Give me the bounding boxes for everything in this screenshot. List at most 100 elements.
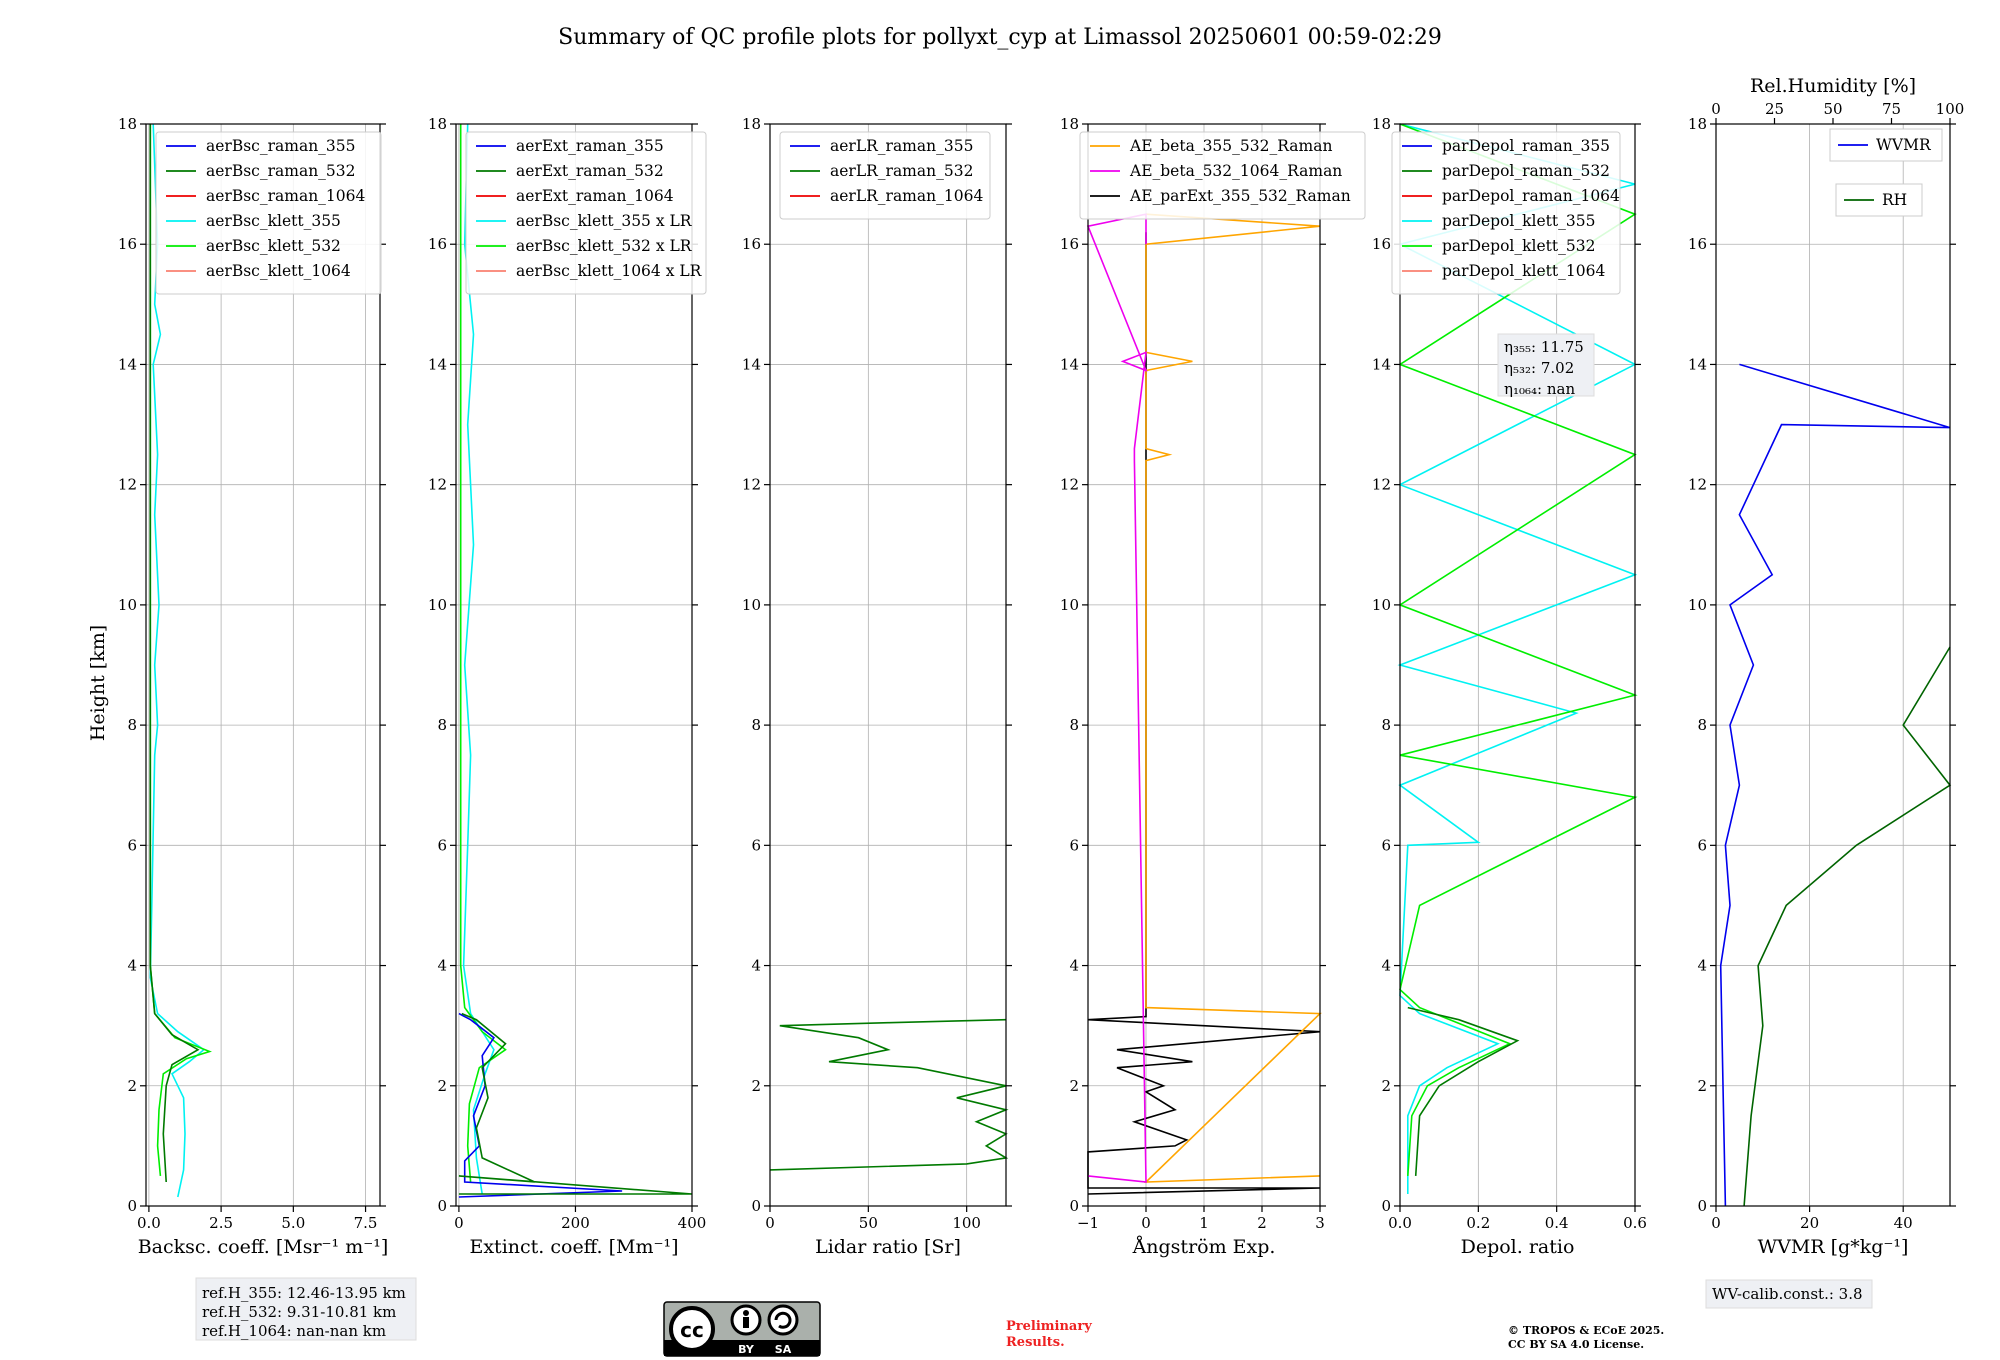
ytick-label: 18 — [1688, 115, 1707, 133]
ytick-label: 14 — [1372, 355, 1391, 373]
ytick-label: 6 — [1381, 836, 1391, 854]
series-aerBsc_raman_532 — [149, 124, 200, 1183]
ytick-label: 8 — [751, 716, 761, 734]
ytick-label: 6 — [127, 836, 137, 854]
xtick-label: 0.0 — [137, 1214, 161, 1232]
series-WVMR — [1719, 363, 1951, 1207]
series-RH — [1743, 646, 1952, 1207]
xtick-label: 0 — [765, 1214, 775, 1232]
xtick-label: 3 — [1315, 1214, 1325, 1232]
ytick-label: 16 — [118, 235, 137, 253]
series-aerBsc_klett_355 — [149, 123, 206, 1198]
series-aerExt_raman_532 — [458, 1012, 693, 1195]
series-AE_beta_532_1064_Raman — [1086, 213, 1148, 1183]
xtick-label: −1 — [1077, 1214, 1099, 1232]
wv-calib-box — [1705, 1279, 1873, 1309]
ytick-label: 2 — [1697, 1077, 1707, 1095]
x-axis-label-ae: Ångström Exp. — [1132, 1236, 1276, 1258]
xtick-label: 200 — [561, 1214, 590, 1232]
ytick-label: 0 — [1069, 1197, 1079, 1215]
legend-label-rh: RH — [1882, 191, 1907, 209]
panel-depol: 0 2 4 6 8 10 12 14 16 18 0.0 0.2 0.4 0.6 Depol. ratio p… — [1372, 115, 1647, 1258]
preliminary-line2: Results. — [1006, 1335, 1065, 1350]
legend-box-ae — [1079, 131, 1366, 220]
legend-label: aerBsc_klett_1064 x LR — [516, 262, 703, 280]
legend-box-bsc — [155, 131, 382, 295]
ytick-label: 6 — [1697, 836, 1707, 854]
x-axis-label-ext: Extinct. coeff. [Mm⁻¹] — [469, 1236, 678, 1258]
xtick-label: 0.2 — [1466, 1214, 1490, 1232]
legend-label: parDepol_raman_532 — [1442, 162, 1610, 180]
top-xtick-label: 100 — [1936, 100, 1965, 118]
series-aerBsc_klett_355 x LR — [462, 123, 495, 1195]
rh-axis-label: Rel.Humidity [%] — [1750, 75, 1916, 97]
ytick-label: 0 — [127, 1197, 137, 1215]
xtick-label: 2.5 — [209, 1214, 233, 1232]
legend-label: aerBsc_raman_1064 — [206, 187, 366, 205]
x-axis-label-lr: Lidar ratio [Sr] — [815, 1236, 961, 1258]
legend-label: aerBsc_klett_1064 — [206, 262, 351, 280]
ytick-label: 4 — [127, 957, 137, 975]
ytick-label: 8 — [1381, 716, 1391, 734]
xtick-label: 0 — [1711, 1214, 1721, 1232]
xtick-label: 50 — [859, 1214, 878, 1232]
legend-label: aerLR_raman_532 — [830, 162, 973, 180]
ytick-label: 0 — [437, 1197, 447, 1215]
legend-label: parDepol_raman_1064 — [1442, 187, 1620, 205]
axes-frame-ext — [455, 123, 693, 1207]
xtick-label: 400 — [678, 1214, 707, 1232]
xtick-label: 0.0 — [1388, 1214, 1412, 1232]
ytick-label: 4 — [1697, 957, 1707, 975]
ref-height-355: ref.H_355: 12.46-13.95 km — [202, 1284, 406, 1302]
ytick-label: 18 — [118, 115, 137, 133]
xtick-label: 0 — [454, 1214, 464, 1232]
preliminary-line1: Preliminary — [1006, 1319, 1092, 1334]
legend-label: AE_beta_355_532_Raman — [1129, 137, 1332, 155]
legend-label: AE_parExt_355_532_Raman — [1129, 187, 1351, 205]
legend-label: aerBsc_klett_532 x LR — [516, 237, 693, 255]
legend-label: parDepol_klett_355 — [1442, 212, 1595, 230]
series-aerLR_raman_532 — [769, 1018, 1009, 1171]
by-person-body-icon — [743, 1317, 749, 1328]
xtick-label: 1 — [1199, 1214, 1209, 1232]
legend-label: aerBsc_raman_532 — [206, 162, 356, 180]
ytick-label: 4 — [751, 957, 761, 975]
ytick-label: 2 — [127, 1077, 137, 1095]
legend-label: aerBsc_raman_355 — [206, 137, 356, 155]
ytick-label: 6 — [1069, 836, 1079, 854]
x-axis-label-wv: WVMR [g*kg⁻¹] — [1758, 1236, 1909, 1258]
cc-license-logo: cc BY SA — [663, 1301, 821, 1357]
ytick-label: 10 — [1688, 596, 1707, 614]
legend-label: parDepol_raman_355 — [1442, 137, 1610, 155]
ytick-label: 2 — [751, 1077, 761, 1095]
x-axis-label-depol: Depol. ratio — [1461, 1236, 1575, 1258]
xtick-label: 40 — [1894, 1214, 1913, 1232]
series-AE_beta_355_532_Raman — [1143, 213, 1322, 1183]
ytick-label: 12 — [742, 476, 761, 494]
series-parDepol_klett_355 — [1397, 123, 1638, 1194]
ytick-label: 0 — [751, 1197, 761, 1215]
ytick-label: 18 — [428, 115, 447, 133]
y-axis-label: Height [km] — [87, 625, 109, 741]
legend-label: aerBsc_klett_355 — [206, 212, 341, 230]
ytick-label: 14 — [118, 355, 137, 373]
top-xtick-label: 50 — [1823, 100, 1842, 118]
x-axis-label-bsc: Backsc. coeff. [Msr⁻¹ m⁻¹] — [138, 1236, 389, 1258]
legend-label: parDepol_klett_532 — [1442, 237, 1595, 255]
axes-frame-lr — [769, 123, 1007, 1207]
legend-label: parDepol_klett_1064 — [1442, 262, 1605, 280]
ytick-label: 14 — [1060, 355, 1079, 373]
series-parDepol_klett_532 — [1398, 123, 1638, 1176]
ytick-label: 12 — [428, 476, 447, 494]
ytick-label: 10 — [1372, 596, 1391, 614]
eta-annotation-text: η₁₀₆₄: nan — [1504, 380, 1575, 398]
xtick-label: 7.5 — [354, 1214, 378, 1232]
ytick-label: 4 — [437, 957, 447, 975]
legend-label: aerLR_raman_1064 — [830, 187, 983, 205]
sa-share-arrow-icon — [774, 1311, 792, 1329]
copyright-line2: CC BY SA 4.0 License. — [1508, 1338, 1644, 1351]
ytick-label: 16 — [428, 235, 447, 253]
